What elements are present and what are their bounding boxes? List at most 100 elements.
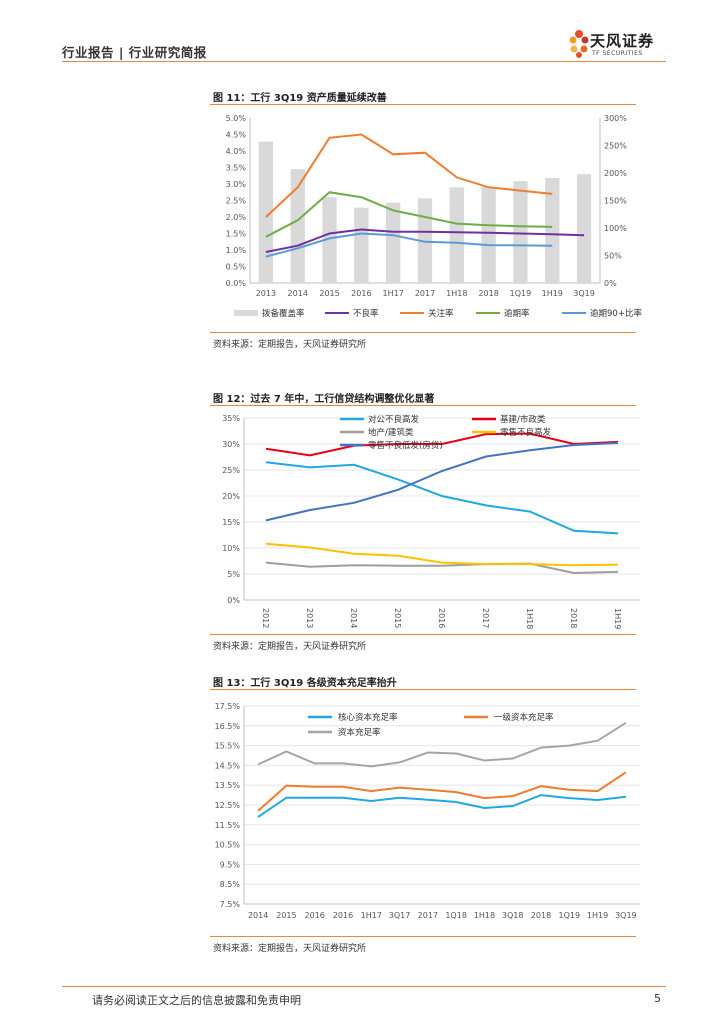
x-axis-tick: 2016 (305, 911, 325, 920)
left-axis-tick: 0.5% (226, 263, 247, 272)
x-axis-tick: 2013 (256, 289, 276, 298)
x-axis-tick: 2015 (276, 911, 296, 920)
x-axis-tick: 2015 (319, 289, 339, 298)
y-axis-tick: 20% (222, 492, 240, 501)
figure-13-bottom-rule (210, 936, 636, 937)
x-axis-tick: 2014 (248, 911, 268, 920)
y-axis-tick: 15.5% (215, 742, 241, 751)
bar-provision-coverage (258, 141, 274, 283)
x-axis-tick: 1H19 (542, 289, 563, 298)
figure-12-title: 图 12：过去 7 年中，工行信贷结构调整优化显著 (213, 394, 435, 405)
header-divider (62, 61, 666, 62)
left-axis-tick: 4.5% (226, 131, 247, 140)
y-axis-tick: 5% (227, 570, 240, 579)
x-axis-tick: 2014 (288, 289, 308, 298)
series-line-3 (265, 542, 619, 567)
figure-13-top-rule (210, 689, 636, 690)
legend-label: 逾期90+比率 (590, 308, 642, 319)
brand-name-cn: 天风证券 (590, 32, 655, 50)
x-axis-tick: 2015 (393, 608, 402, 628)
x-axis-tick: 3Q18 (502, 911, 524, 920)
series-line-2 (257, 721, 627, 768)
brand-name-en: TF SECURITIES (592, 50, 643, 57)
legend-label: 关注率 (428, 308, 454, 319)
legend-label: 对公不良高发 (368, 414, 420, 425)
bar-provision-coverage (481, 186, 496, 283)
brand-flower-icon (569, 30, 589, 58)
figure-11-source: 资料来源：定期报告，天风证券研究所 (213, 340, 367, 350)
page-number: 5 (654, 992, 661, 1005)
report-header-title: 行业报告 | 行业研究简报 (62, 45, 207, 60)
left-axis-tick: 4.0% (226, 147, 247, 156)
x-axis-tick: 1H17 (383, 289, 404, 298)
left-axis-tick: 3.0% (226, 180, 247, 189)
x-axis-tick: 1H18 (525, 608, 534, 629)
y-axis-tick: 35% (222, 414, 240, 423)
left-axis-tick: 0.0% (226, 279, 247, 288)
bar-provision-coverage (290, 169, 305, 283)
chart-loan-structure: 0% 5% 10% 15% 20% 25% 30% 35% 2012 2013 2014 2015 20… (222, 414, 640, 629)
figure-11-bottom-rule (210, 332, 636, 333)
x-axis-tick: 2018 (531, 911, 551, 920)
bar-provision-coverage (449, 187, 464, 283)
left-axis-tick: 5.0% (226, 114, 247, 123)
x-axis-tick: 1H19 (613, 608, 622, 629)
bar-provision-coverage (322, 197, 337, 283)
x-axis-tick: 3Q19 (615, 911, 637, 920)
y-axis-tick: 12.5% (215, 801, 241, 810)
series-line-0 (265, 228, 585, 253)
x-axis-tick: 2013 (305, 608, 314, 628)
left-axis-tick: 1.5% (226, 230, 247, 239)
chart-asset-quality: 0.0% 0.5% 1.0% 1.5% 2.0% 2.5% 3.0% 3.5% 4.0% 4.5%… (226, 114, 643, 319)
bar-provision-coverage (386, 202, 401, 283)
x-axis-tick: 1Q19 (558, 911, 580, 920)
y-axis-tick: 11.5% (215, 821, 241, 830)
legend-label: 不良率 (353, 308, 379, 319)
x-axis-tick: 2016 (333, 911, 353, 920)
right-axis-tick: 200% (604, 169, 627, 178)
x-axis-tick: 1H18 (474, 911, 495, 920)
legend-label: 逾期率 (504, 308, 530, 319)
x-axis-tick: 2014 (349, 608, 358, 628)
bar-provision-coverage (545, 177, 560, 283)
figure-13-title: 图 13：工行 3Q19 各级资本充足率抬升 (213, 678, 397, 689)
y-axis-tick: 0% (227, 596, 240, 605)
legend-label: 资本充足率 (338, 727, 381, 738)
figure-12-source: 资料来源：定期报告，天风证券研究所 (213, 642, 367, 652)
legend-label: 零售不良高发 (500, 427, 552, 438)
x-axis-tick: 1H18 (446, 289, 467, 298)
x-axis-tick: 2018 (478, 289, 498, 298)
y-axis-tick: 14.5% (215, 761, 241, 770)
y-axis-tick: 16.5% (215, 722, 241, 731)
right-axis-tick: 0% (604, 279, 617, 288)
bar-provision-coverage (417, 198, 433, 283)
figure-12-bottom-rule (210, 634, 636, 635)
figure-11-title: 图 11：工行 3Q19 资产质量延续改善 (213, 93, 387, 104)
y-axis-tick: 13.5% (215, 781, 241, 790)
x-axis-tick: 1H17 (361, 911, 382, 920)
x-axis-tick: 2017 (415, 289, 435, 298)
left-axis-tick: 2.5% (226, 197, 247, 206)
legend-label: 拨备覆盖率 (262, 308, 305, 319)
legend-label: 基建/市政类 (500, 414, 546, 425)
series-line-4 (265, 442, 619, 522)
brand-logo: 天风证券 TF SECURITIES (568, 26, 678, 60)
bar-provision-coverage (576, 174, 592, 283)
series-line-1 (265, 133, 553, 218)
legend-label: 核心资本充足率 (338, 712, 398, 723)
figure-11-top-rule (210, 104, 636, 105)
legend-label: 一级资本充足率 (494, 712, 554, 723)
x-axis-tick: 2017 (481, 608, 490, 628)
bar-provision-coverage (513, 181, 528, 283)
y-axis-tick: 7.5% (220, 900, 241, 909)
y-axis-tick: 25% (222, 466, 240, 475)
left-axis-tick: 1.0% (226, 246, 247, 255)
bar-provision-coverage (354, 207, 369, 283)
y-axis-tick: 17.5% (215, 702, 241, 711)
series-line-2 (265, 561, 619, 575)
x-axis-tick: 2012 (261, 608, 270, 628)
y-axis-tick: 10% (222, 544, 240, 553)
x-axis-tick: 1H19 (587, 911, 608, 920)
right-axis-tick: 300% (604, 114, 627, 123)
series-line-1 (257, 771, 627, 812)
